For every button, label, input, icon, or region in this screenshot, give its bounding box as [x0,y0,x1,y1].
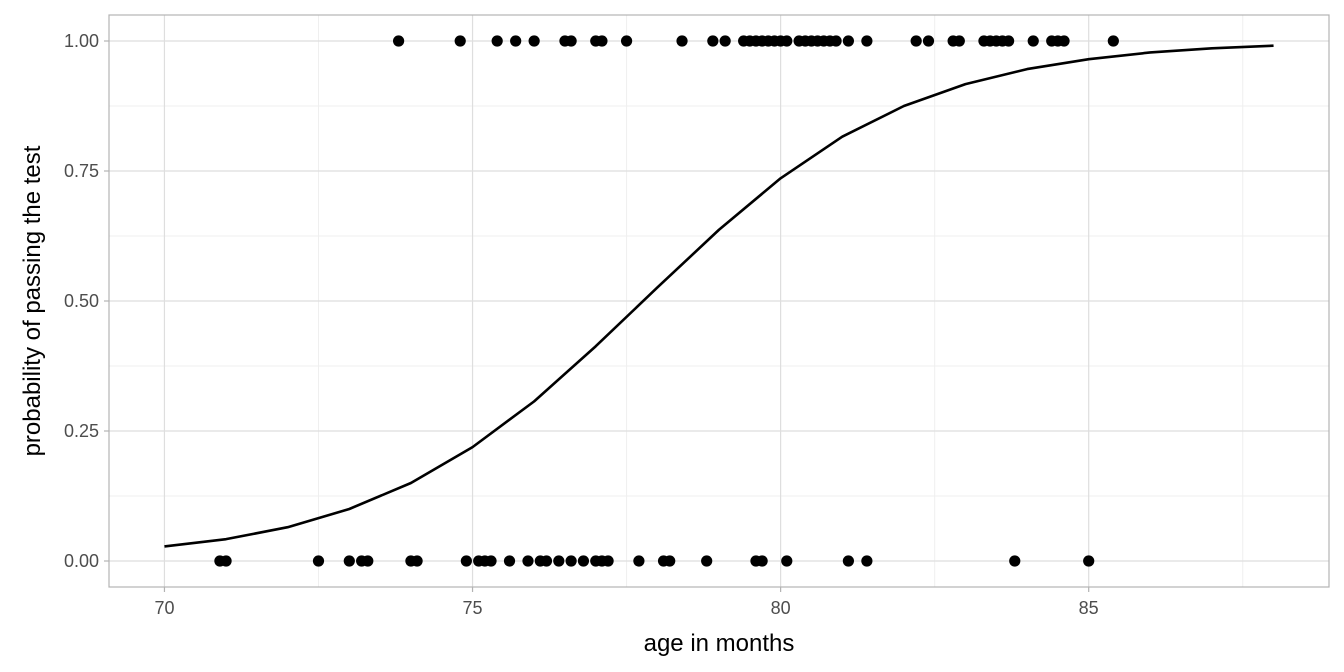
data-point [393,35,405,47]
data-point [565,35,577,47]
data-point [676,35,688,47]
data-point [756,555,768,567]
data-point [719,35,731,47]
data-point [460,555,472,567]
data-point [953,35,965,47]
fitted-curve-layer [164,44,1274,548]
data-point [503,555,516,567]
y-tick-label: 0.00 [64,551,99,571]
data-point [362,555,374,567]
data-point [565,555,577,567]
y-axis-ticks: 0.00 0.25 0.50 0.75 1.00 [64,31,109,571]
data-point [577,555,590,567]
grid-minor [109,15,1329,587]
data-points-layer [214,35,1119,567]
data-point [1027,35,1039,47]
data-point [528,35,540,47]
x-tick-label: 75 [463,598,483,618]
data-point [1083,555,1095,567]
data-point [1009,555,1021,567]
x-tick-label: 70 [154,598,174,618]
data-point [220,555,232,567]
x-axis-title: age in months [644,630,795,657]
x-tick-label: 85 [1079,598,1099,618]
data-point [553,555,565,567]
grid-major [109,15,1329,587]
data-point [596,35,608,47]
y-axis-title: probability of passing the test [19,145,46,456]
data-point [707,35,719,47]
data-point [781,35,793,47]
data-point [522,555,534,567]
data-point [454,35,466,47]
data-point [312,555,325,567]
data-point [602,555,614,567]
data-point [910,35,922,47]
data-point [842,555,854,567]
data-point [1003,35,1015,47]
data-point [343,555,355,567]
x-tick-label: 80 [771,598,791,618]
y-tick-label: 0.50 [64,291,99,311]
data-point [510,35,522,47]
data-point [620,35,633,47]
data-point [861,35,873,47]
data-point [1058,35,1070,47]
data-point [781,555,793,567]
data-point [540,555,553,567]
y-tick-label: 0.75 [64,161,99,181]
data-point [922,35,935,47]
y-tick-label: 1.00 [64,31,99,51]
y-tick-label: 0.25 [64,421,99,441]
x-axis-ticks: 70 75 80 85 [154,587,1099,618]
data-point [1107,35,1119,47]
data-point [701,555,713,567]
data-point [485,555,497,567]
data-point [664,555,676,567]
data-point [411,555,423,567]
fitted-logistic-curve [164,44,1274,548]
data-point [842,35,854,47]
data-point [633,555,645,567]
data-point [830,35,842,47]
data-point [491,35,503,47]
data-point [861,555,873,567]
